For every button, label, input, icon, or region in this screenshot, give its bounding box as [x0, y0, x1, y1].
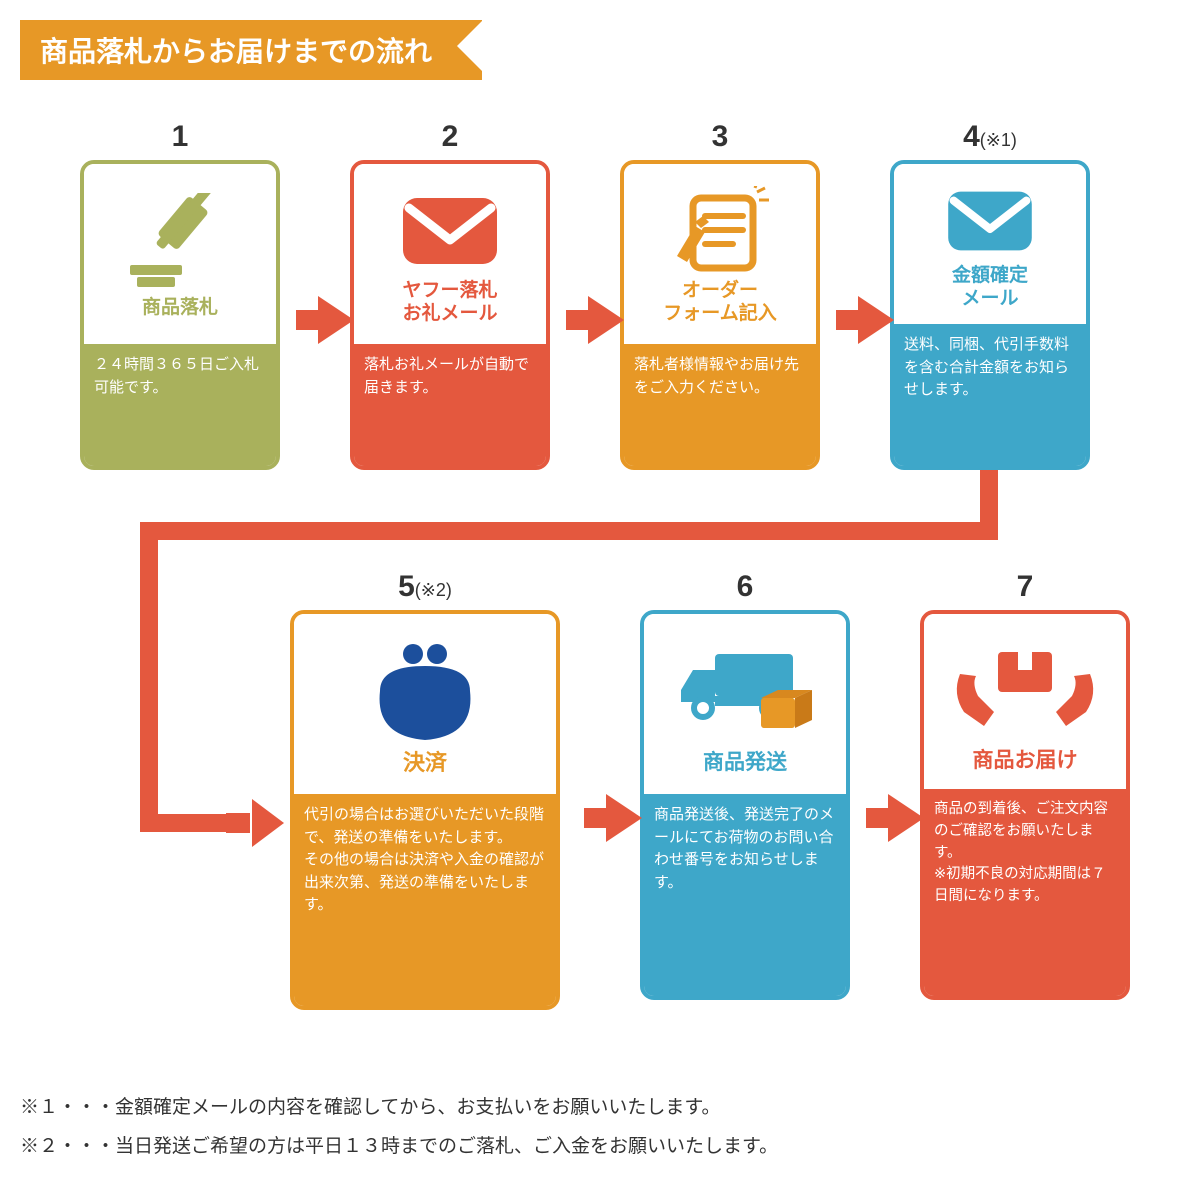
step-num-1: 1: [80, 120, 280, 154]
step-title-5: 決済: [403, 750, 447, 776]
arrow-icon: [858, 296, 894, 344]
arrow-icon: [252, 799, 284, 847]
step-num-6: 6: [640, 570, 850, 604]
step-title-2: ヤフー落札 お礼メール: [402, 280, 497, 326]
title-banner: 商品落札からお届けまでの流れ: [20, 20, 482, 80]
arrow-icon: [606, 794, 642, 842]
step-card-5: 決済 代引の場合はお選びいただいた段階で、発送の準備をいたします。 その他の場合…: [290, 610, 560, 1010]
step-num-7: 7: [920, 570, 1130, 604]
step-title-4: 金額確定 メール: [952, 265, 1028, 311]
arrow-icon: [888, 794, 924, 842]
step-card-3: オーダー フォーム記入 落札者様情報やお届け先をご入力ください。: [620, 160, 820, 470]
step-num-3: 3: [620, 120, 820, 154]
step-desc-7: 商品の到着後、ご注文内容のご確認をお願いたします。 ※初期不良の対応期間は７日間…: [924, 789, 1126, 996]
step-card-6: 商品発送 商品発送後、発送完了のメールにてお荷物のお問い合わせ番号をお知らせしま…: [640, 610, 850, 1000]
step-title-3: オーダー フォーム記入: [663, 280, 776, 326]
purse-icon: [365, 636, 485, 746]
arrow-icon: [588, 296, 624, 344]
footnote-1: ※１・・・金額確定メールの内容を確認してから、お支払いをお願いいたします。: [20, 1092, 1180, 1119]
step-desc-2: 落札お礼メールが自動で届きます。: [354, 344, 546, 466]
footnote-2: ※２・・・当日発送ご希望の方は平日１３時までのご落札、ご入金をお願いいたします。: [20, 1131, 1180, 1158]
form-icon: [665, 186, 775, 276]
step-desc-4: 送料、同梱、代引手数料を含む合計金額をお知らせします。: [894, 324, 1086, 466]
gavel-icon: [125, 193, 235, 293]
step-card-1: 商品落札 ２４時間３６５日ご入札可能です。: [80, 160, 280, 470]
step-card-7: 商品お届け 商品の到着後、ご注文内容のご確認をお願いたします。 ※初期不良の対応…: [920, 610, 1130, 1000]
step-num-4: 4(※1): [890, 120, 1090, 154]
step-desc-1: ２４時間３６５日ご入札可能です。: [84, 344, 276, 466]
hands-box-icon: [950, 634, 1100, 744]
connector-line: [140, 522, 998, 540]
arrow-icon: [318, 296, 354, 344]
step-num-2: 2: [350, 120, 550, 154]
connector-line: [140, 814, 230, 832]
connector-line: [140, 522, 158, 832]
step-num-5: 5(※2): [290, 570, 560, 604]
mail-icon: [935, 181, 1045, 261]
step-card-4: 金額確定 メール 送料、同梱、代引手数料を含む合計金額をお知らせします。: [890, 160, 1090, 470]
step-desc-6: 商品発送後、発送完了のメールにてお荷物のお問い合わせ番号をお知らせします。: [644, 794, 846, 996]
truck-icon: [675, 636, 815, 746]
step-card-2: ヤフー落札 お礼メール 落札お礼メールが自動で届きます。: [350, 160, 550, 470]
step-title-6: 商品発送: [703, 750, 787, 775]
step-desc-3: 落札者様情報やお届け先をご入力ください。: [624, 344, 816, 466]
flow-canvas: 1 2 3 4(※1) 商品落札 ２４時間３６５日ご入札可能です。 ヤフー落札 …: [20, 120, 1180, 1080]
step-title-1: 商品落札: [142, 297, 218, 320]
mail-icon: [395, 186, 505, 276]
footnotes: ※１・・・金額確定メールの内容を確認してから、お支払いをお願いいたします。 ※２…: [20, 1080, 1180, 1170]
step-title-7: 商品お届け: [973, 748, 1078, 773]
step-desc-5: 代引の場合はお選びいただいた段階で、発送の準備をいたします。 その他の場合は決済…: [294, 794, 556, 1006]
